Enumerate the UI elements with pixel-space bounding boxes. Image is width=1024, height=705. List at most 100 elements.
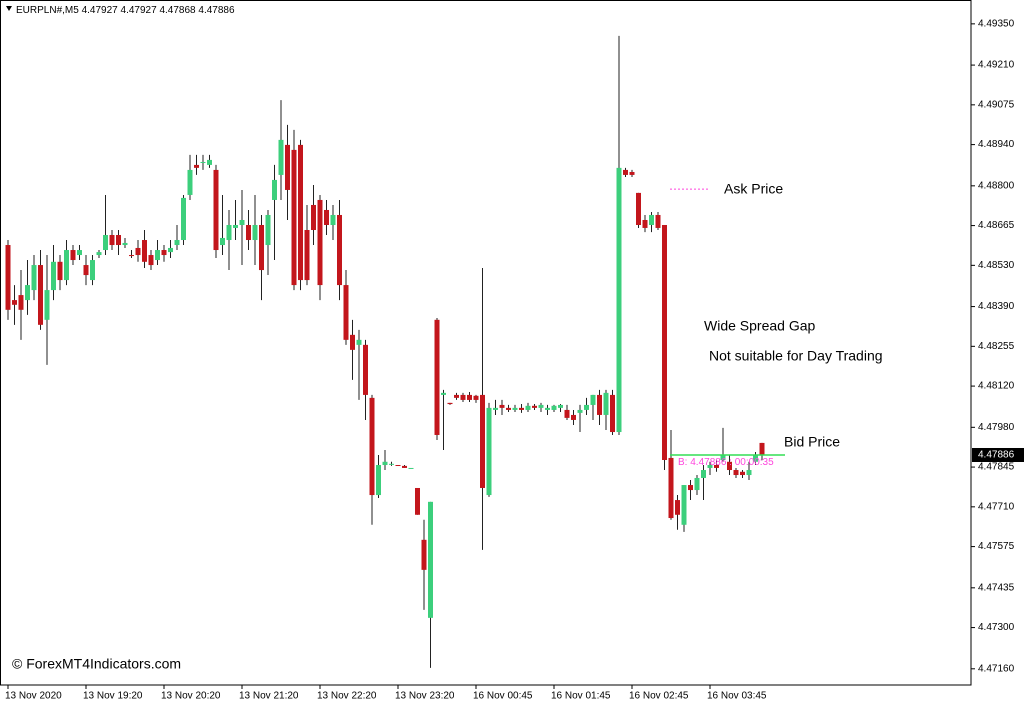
candle-body (441, 392, 446, 395)
candle-body (512, 407, 518, 410)
candle-body (759, 442, 765, 455)
candle-body (64, 250, 69, 281)
candle-body (12, 300, 17, 305)
candle-body (720, 454, 726, 461)
candle-body (434, 319, 440, 435)
ask-label: Ask Price (724, 181, 783, 197)
candle-body (694, 477, 700, 491)
candle-body (590, 394, 596, 405)
candle-body (90, 260, 95, 281)
candle-body (506, 407, 511, 410)
candle-body (707, 465, 713, 468)
candle-body (655, 214, 661, 228)
candle-body (603, 392, 609, 415)
candle-body (285, 144, 290, 190)
y-tick-label: 4.47160 (978, 663, 1015, 674)
candle-body (584, 404, 589, 410)
x-tick-label: 13 Nov 19:20 (83, 691, 143, 702)
bid-prefix: B: (678, 457, 687, 468)
candle-body (239, 219, 245, 225)
candle-body (649, 214, 654, 225)
plot-frame (0, 0, 972, 686)
candle-body (265, 214, 271, 246)
candle-body (545, 407, 550, 410)
candle-body (57, 261, 63, 281)
candle-body (291, 149, 297, 286)
candle-body (304, 230, 310, 281)
candle-body (415, 487, 420, 515)
marks (5, 35, 765, 668)
candle-body (31, 265, 37, 291)
x-tick-label: 13 Nov 21:20 (239, 691, 299, 702)
menu-arrow (6, 6, 12, 11)
y-tick-label: 4.48665 (978, 220, 1015, 231)
candle-body (77, 250, 82, 256)
bid-value: 4.47886 (690, 457, 727, 468)
candle-body (428, 501, 433, 618)
candle-body (408, 467, 414, 469)
candle-body (226, 224, 232, 241)
candle-body (350, 334, 355, 350)
candle-body (610, 394, 615, 433)
candle-body (688, 485, 693, 491)
candle-body (109, 235, 115, 246)
x-tick-label: 13 Nov 23:20 (395, 691, 455, 702)
candle-body (337, 214, 342, 286)
candle-body (460, 394, 466, 400)
candle-body (298, 144, 303, 281)
timer: 00:00:35 (735, 457, 774, 468)
candle-body (220, 237, 225, 246)
candle-body (278, 139, 284, 175)
candle-body (525, 405, 531, 410)
candle-body (246, 224, 251, 241)
candle-body (486, 407, 492, 496)
candle-body (753, 454, 758, 462)
candle-body (51, 261, 56, 291)
candle-body (116, 235, 121, 246)
candle-body (395, 465, 401, 467)
x-tick-label: 16 Nov 00:45 (473, 691, 533, 702)
candle-body (213, 169, 219, 251)
candle-body (681, 485, 687, 525)
y-tick-label: 4.49210 (978, 60, 1015, 71)
candle-body (467, 394, 472, 400)
candle-body (402, 465, 407, 468)
chart-header: EURPLN#,M5 4.47927 4.47927 4.47868 4.478… (16, 5, 235, 16)
header-low: 4.47868 (159, 5, 196, 16)
x-tick-label: 13 Nov 20:20 (161, 691, 221, 702)
note-label: Not suitable for Day Trading (709, 348, 883, 364)
candle-body (83, 265, 89, 276)
candle-body (44, 290, 50, 320)
candle-body (194, 164, 199, 168)
candle-body (363, 344, 368, 395)
y-tick-label: 4.47300 (978, 622, 1015, 633)
candle-body (142, 240, 147, 262)
y-tick-label: 4.47575 (978, 541, 1015, 552)
candle-body (662, 224, 667, 461)
price-tag (972, 447, 1024, 462)
candle-body (746, 470, 752, 476)
candle-body (122, 242, 128, 246)
candle-body (714, 465, 719, 468)
x-tick-label: 16 Nov 01:45 (551, 691, 611, 702)
candle-body (207, 159, 212, 165)
x-tick-label: 16 Nov 03:45 (707, 691, 767, 702)
candle-body (551, 405, 557, 410)
candle-body (571, 414, 576, 420)
watermark: © ForexMT4Indicators.com (12, 656, 181, 672)
candle-body (317, 199, 323, 286)
price-tag-label: 4.47886 (978, 450, 1015, 461)
candle-body (96, 252, 102, 256)
candle-body (519, 407, 524, 410)
y-tick-label: 4.49350 (978, 18, 1015, 29)
y-tick-label: 4.47845 (978, 462, 1015, 473)
candle-body (538, 404, 544, 408)
candle-body (233, 224, 238, 228)
candle-body (25, 285, 30, 301)
y-tick-label: 4.48120 (978, 381, 1015, 392)
candle-body (733, 470, 739, 476)
candle-body (642, 219, 648, 228)
x-tick-label: 13 Nov 2020 (5, 691, 62, 702)
candle-body (272, 179, 277, 200)
timer-separator: : (729, 457, 732, 468)
